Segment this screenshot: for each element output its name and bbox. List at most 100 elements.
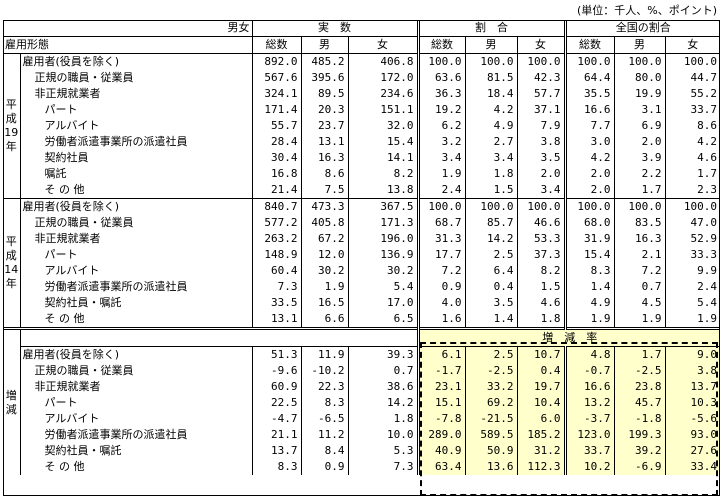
cell-value: 3.8 bbox=[516, 134, 566, 150]
cell-value: 4.5 bbox=[613, 295, 666, 311]
cell-value: 2.4 bbox=[664, 279, 721, 295]
cell-value: 5.3 bbox=[347, 443, 418, 459]
cell-value: 100.0 bbox=[664, 198, 721, 215]
cell-value: -2.5 bbox=[464, 363, 517, 379]
cell-value: 136.9 bbox=[347, 247, 418, 263]
row-label: パート bbox=[19, 247, 252, 263]
cell-value: 0.7 bbox=[613, 279, 666, 295]
cell-value: 171.4 bbox=[251, 102, 301, 118]
table-row: アルバイト 60.4 30.2 30.2 7.2 6.4 8.2 8.3 7.2 9.9 bbox=[3, 263, 721, 279]
table-row: 非正規就業者 324.1 89.5 234.6 36.3 18.4 57.7 35.5 19.9… bbox=[3, 86, 721, 102]
cell-value: 47.0 bbox=[664, 215, 721, 231]
cell-value: 40.9 bbox=[416, 443, 465, 459]
cell-value: 3.4 bbox=[464, 150, 517, 166]
table-row: パート 148.9 12.0 136.9 17.7 2.5 37.3 15.4 2.1 33.3 bbox=[3, 247, 721, 263]
cell-value: 4.2 bbox=[464, 102, 517, 118]
cell-value: 37.1 bbox=[516, 102, 566, 118]
cell-value: 406.8 bbox=[347, 53, 418, 70]
cell-value: 60.4 bbox=[251, 263, 301, 279]
cell-value: 20.3 bbox=[300, 102, 348, 118]
cell-value: 367.5 bbox=[347, 198, 418, 215]
row-label: 正規の職員・従業員 bbox=[19, 215, 252, 231]
cell-value: 7.2 bbox=[613, 263, 666, 279]
cell-value: 589.5 bbox=[464, 427, 517, 443]
row-label: そ の 他 bbox=[19, 182, 252, 199]
row-label: 契約社員・嘱託 bbox=[19, 295, 252, 311]
cell-value: 8.2 bbox=[347, 166, 418, 182]
table-row: 平成19年 雇用者(役員を除く) 892.0 485.2 406.8 100.0 100.0… bbox=[3, 53, 721, 199]
header-row-2: 雇用形態 総数 男 女 総数 男 女 総数 男 女 bbox=[3, 36, 721, 54]
cell-value: 3.0 bbox=[563, 134, 615, 150]
employment-table: 男女 実 数 割 合 全国の割合 雇用形態 総数 男 女 総数 男 女 総数 男… bbox=[3, 20, 721, 475]
cell-value: 405.8 bbox=[300, 215, 348, 231]
cell-value: 1.8 bbox=[464, 166, 517, 182]
cell-value: 13.1 bbox=[251, 311, 301, 329]
cell-value: 19.7 bbox=[516, 379, 566, 395]
cell-value: 6.4 bbox=[464, 263, 517, 279]
cell-value: 2.5 bbox=[464, 346, 517, 363]
col-total-national: 総数 bbox=[563, 36, 615, 54]
cell-value: 50.9 bbox=[464, 443, 517, 459]
row-label: 契約社員・嘱託 bbox=[19, 443, 252, 459]
row-label: 契約社員 bbox=[19, 150, 252, 166]
cell-value: 16.3 bbox=[300, 150, 348, 166]
cell-value: 13.2 bbox=[563, 395, 615, 411]
table-row: アルバイト -4.7 -6.5 1.8 -7.8 -21.5 6.0 -3.7 -1.8 -5.6 bbox=[3, 411, 721, 427]
cell-value: 12.0 bbox=[300, 247, 348, 263]
cell-value: 1.9 bbox=[563, 311, 615, 329]
cell-value: 81.5 bbox=[464, 70, 517, 86]
cell-value: 10.2 bbox=[563, 459, 615, 475]
cell-value: 13.7 bbox=[251, 443, 301, 459]
cell-value: 8.3 bbox=[563, 263, 615, 279]
cell-value: 100.0 bbox=[464, 53, 517, 70]
cell-value: 8.6 bbox=[664, 118, 721, 134]
cell-value: 44.7 bbox=[664, 70, 721, 86]
col-female-actual: 女 bbox=[347, 36, 418, 54]
cell-value: 30.2 bbox=[300, 263, 348, 279]
cell-value: 17.7 bbox=[416, 247, 465, 263]
cell-value: 38.6 bbox=[347, 379, 418, 395]
cell-value: 55.2 bbox=[664, 86, 721, 102]
cell-value: 1.9 bbox=[613, 311, 666, 329]
cell-value: 33.7 bbox=[563, 443, 615, 459]
cell-value: 15.4 bbox=[563, 247, 615, 263]
cell-value: 6.5 bbox=[347, 311, 418, 329]
cell-value: 234.6 bbox=[347, 86, 418, 102]
cell-value: 148.9 bbox=[251, 247, 301, 263]
row-label: パート bbox=[19, 102, 252, 118]
unit-note: (単位：千人、%、ポイント) bbox=[576, 4, 717, 17]
cell-value: 577.2 bbox=[251, 215, 301, 231]
cell-value: 33.7 bbox=[664, 102, 721, 118]
cell-value: 9.0 bbox=[664, 346, 721, 363]
cell-value: 100.0 bbox=[613, 198, 666, 215]
cell-value: 16.6 bbox=[563, 379, 615, 395]
cell-value: 1.7 bbox=[613, 346, 666, 363]
cell-value: -4.7 bbox=[251, 411, 301, 427]
cell-value: 9.9 bbox=[664, 263, 721, 279]
cell-value: 7.2 bbox=[416, 263, 465, 279]
table-row: 労働者派遣事業所の派遣社員 28.4 13.1 15.4 3.2 2.7 3.8 3.0 2.0… bbox=[3, 134, 721, 150]
cell-value: 3.9 bbox=[613, 150, 666, 166]
cell-value: 11.9 bbox=[300, 346, 348, 363]
cell-value: 3.8 bbox=[664, 363, 721, 379]
section-label-change: 増減 bbox=[3, 327, 20, 475]
cell-value: 100.0 bbox=[563, 53, 615, 70]
cell-value: 16.6 bbox=[563, 102, 615, 118]
cell-value: 42.3 bbox=[516, 70, 566, 86]
cell-value: -10.2 bbox=[300, 363, 348, 379]
cell-value: 27.6 bbox=[664, 443, 721, 459]
row-label: 非正規就業者 bbox=[19, 231, 252, 247]
cell-value: 1.9 bbox=[664, 311, 721, 329]
cell-value: 6.0 bbox=[516, 411, 566, 427]
cell-value: 6.6 bbox=[300, 311, 348, 329]
cell-value: 6.1 bbox=[416, 346, 465, 363]
cell-value: 6.2 bbox=[416, 118, 465, 134]
cell-value: 2.0 bbox=[563, 182, 615, 199]
cell-value: 1.4 bbox=[464, 311, 517, 329]
cell-value: 4.8 bbox=[563, 346, 615, 363]
table-row: 契約社員・嘱託 13.7 8.4 5.3 40.9 50.9 31.2 33.7 39.2 27.… bbox=[3, 443, 721, 459]
cell-value: 85.7 bbox=[464, 215, 517, 231]
cell-value: 1.6 bbox=[416, 311, 465, 329]
cell-value: 10.0 bbox=[347, 427, 418, 443]
cell-value: 3.5 bbox=[464, 295, 517, 311]
